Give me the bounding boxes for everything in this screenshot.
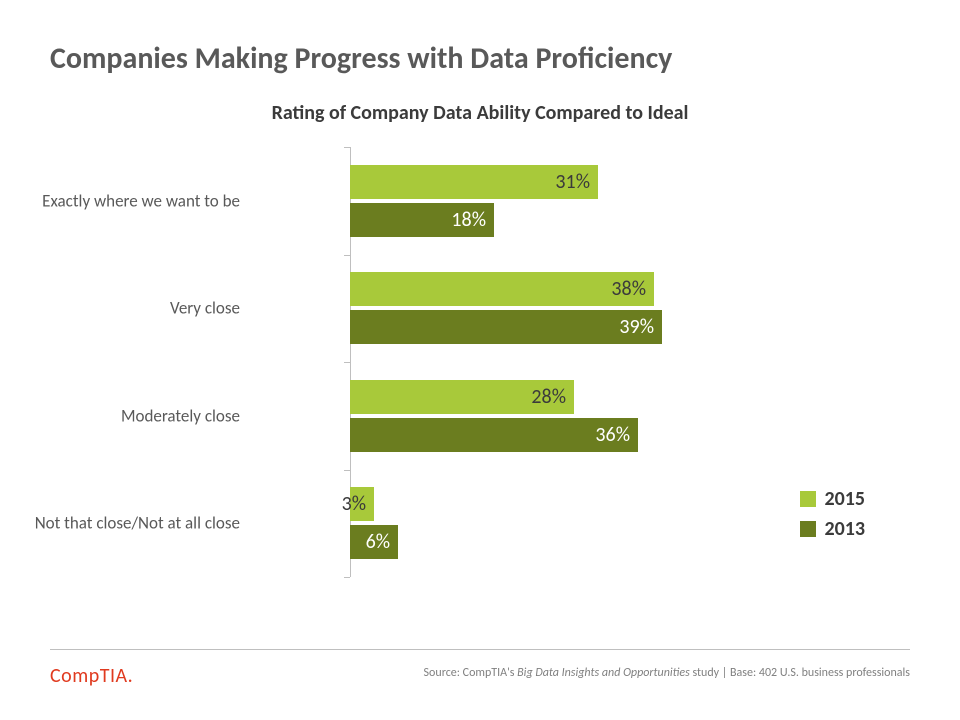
y-tick	[344, 470, 350, 471]
bar-value-label: 36%	[595, 423, 630, 447]
y-tick	[344, 255, 350, 256]
slide: Companies Making Progress with Data Prof…	[0, 0, 960, 720]
category-label: Exactly where we want to be	[0, 190, 240, 211]
comptia-logo: CompTIA.	[50, 664, 133, 688]
bar-2015: 3%	[350, 487, 374, 521]
legend-item-2013: 2013	[800, 517, 865, 541]
logo-prefix: Comp	[50, 664, 100, 688]
bar-2013: 6%	[350, 525, 398, 559]
source-study-name: Big Data Insights and Opportunities	[517, 666, 690, 680]
legend-swatch-2015	[800, 491, 816, 507]
bar-2013: 39%	[350, 310, 662, 344]
legend-swatch-2013	[800, 521, 816, 537]
logo-dot: .	[128, 664, 134, 688]
logo-suffix: TIA	[100, 664, 128, 688]
chart-subtitle: Rating of Company Data Ability Compared …	[50, 101, 910, 125]
bar-2015: 28%	[350, 380, 574, 414]
bar-value-label: 6%	[366, 530, 390, 554]
bar-value-label: 18%	[451, 208, 486, 232]
legend-item-2015: 2015	[800, 487, 865, 511]
legend-label-2015: 2015	[824, 487, 865, 511]
y-tick	[344, 577, 350, 578]
bar-2013: 36%	[350, 418, 638, 452]
bar-value-label: 28%	[531, 385, 566, 409]
bar-value-label: 39%	[619, 315, 654, 339]
y-tick	[344, 147, 350, 148]
category-label: Moderately close	[0, 405, 240, 426]
legend-label-2013: 2013	[824, 517, 865, 541]
category-label: Very close	[0, 298, 240, 319]
bar-2013: 18%	[350, 203, 494, 237]
footer-divider	[50, 649, 910, 650]
bar-2015: 38%	[350, 272, 654, 306]
source-caption: Source: CompTIA's Big Data Insights and …	[424, 666, 910, 680]
bar-value-label: 3%	[342, 492, 366, 516]
legend: 2015 2013	[800, 487, 865, 547]
chart-area: 31%18%38%39%28%36%3%6% Exactly where we …	[50, 147, 910, 577]
source-prefix: Source: CompTIA's	[424, 666, 518, 680]
source-suffix: study | Base: 402 U.S. business professi…	[690, 666, 910, 680]
page-title: Companies Making Progress with Data Prof…	[50, 40, 910, 77]
bar-2015: 31%	[350, 165, 598, 199]
y-tick	[344, 362, 350, 363]
bar-value-label: 38%	[611, 277, 646, 301]
bar-value-label: 31%	[555, 170, 590, 194]
category-label: Not that close/Not at all close	[0, 513, 240, 534]
